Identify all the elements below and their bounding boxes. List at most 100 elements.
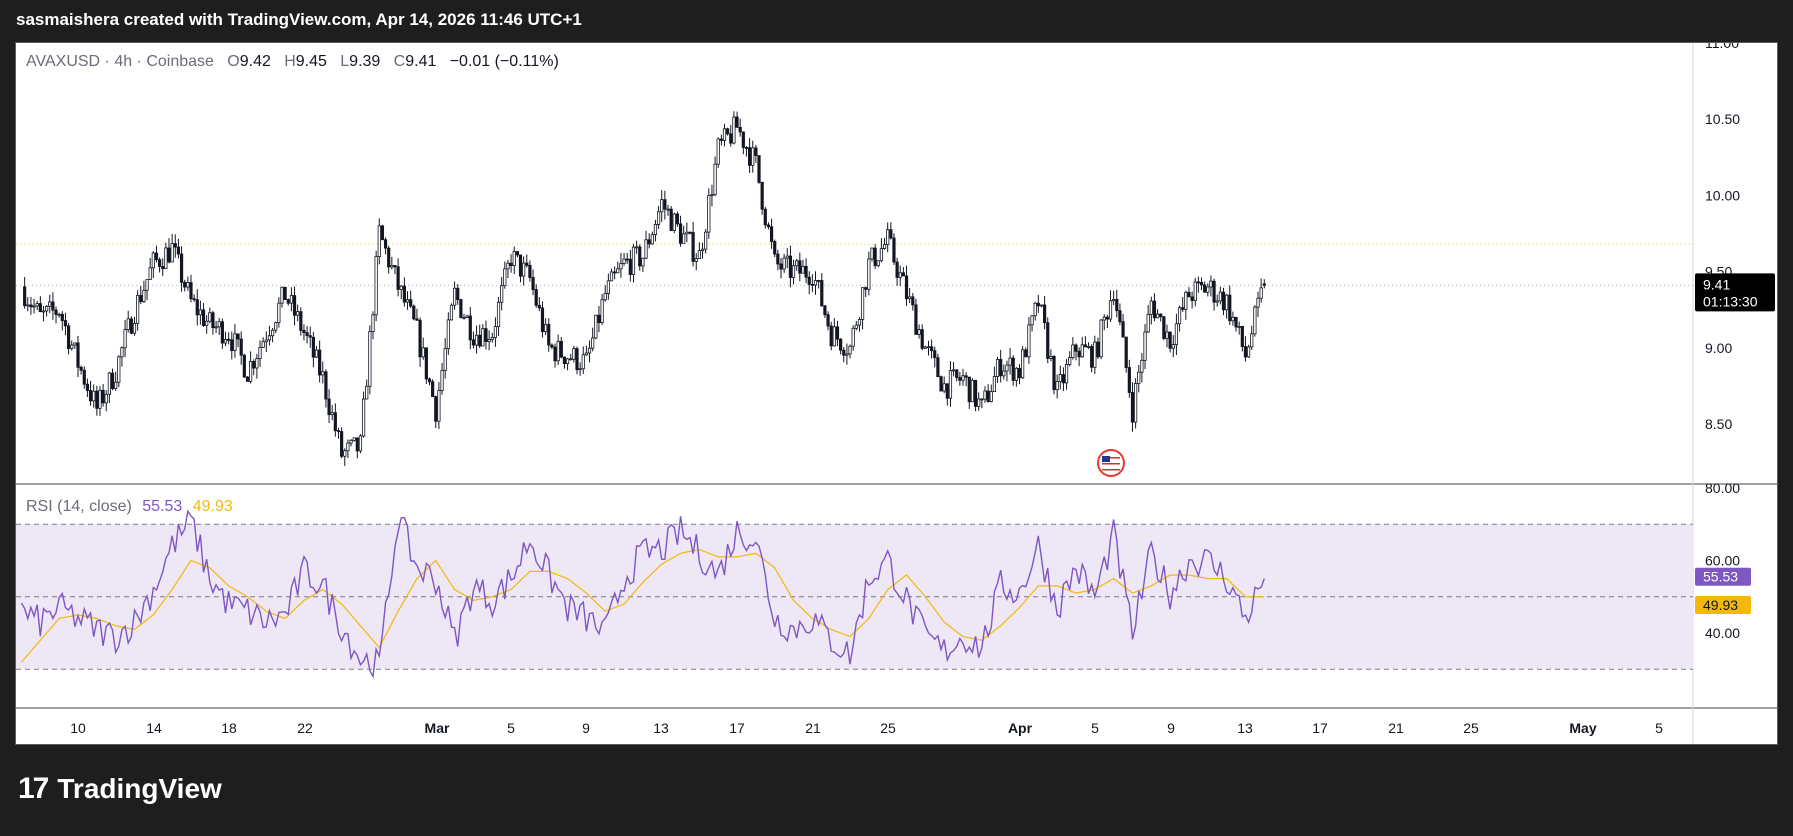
candle-body: [330, 412, 334, 415]
candle-body: [236, 333, 240, 340]
candle-body: [503, 268, 507, 287]
candle-body: [540, 307, 545, 333]
candle-body: [1124, 336, 1128, 368]
low-value: 9.39: [349, 53, 381, 70]
symbol-label[interactable]: AVAXUSD · 4h · Coinbase: [26, 53, 214, 70]
candle-body: [512, 251, 516, 267]
chart-frame[interactable]: 11.00 10.50 10.00 9.50 9.00 8.50 80.00 60.00 40.…: [15, 42, 1778, 745]
candle-body: [864, 287, 868, 290]
candle-body: [129, 318, 133, 334]
candle-body: [823, 305, 827, 316]
candle-body: [32, 305, 36, 308]
candle-body: [999, 359, 1003, 377]
candle-body: [682, 233, 686, 244]
candle-body: [41, 310, 46, 313]
candle-body: [145, 279, 149, 291]
candle-body: [569, 358, 573, 361]
candle-body: [581, 354, 585, 370]
last-price-tag-value: 9.41: [1703, 276, 1730, 292]
candle-body: [889, 229, 893, 239]
candle-body: [522, 262, 526, 277]
candle-body: [989, 391, 993, 402]
time-axis-day-label: 9: [1167, 720, 1175, 736]
candle-body: [60, 313, 64, 321]
candle-body: [908, 296, 912, 300]
candle-body: [1168, 331, 1172, 349]
time-axis-day-label: 9: [582, 720, 590, 736]
candle-body: [38, 303, 42, 313]
rsi-ma-legend-value: 49.93: [192, 498, 233, 515]
candle-body: [1102, 316, 1106, 321]
candle-body: [970, 379, 975, 403]
candle-body: [104, 393, 108, 404]
candle-body: [1127, 367, 1131, 393]
candle-body: [471, 339, 476, 346]
candle-body: [741, 131, 745, 148]
candle-body: [296, 311, 300, 316]
candle-body: [189, 282, 193, 300]
candle-body: [995, 359, 1000, 377]
candle-body: [355, 437, 359, 452]
candle-body: [412, 305, 416, 320]
candle-body: [562, 356, 567, 365]
candle-body: [980, 398, 984, 401]
time-axis-day-label: 10: [70, 720, 86, 736]
candle-body: [1049, 355, 1053, 359]
rsi-line: [20, 509, 1265, 679]
candle-body: [333, 412, 337, 432]
candle-body: [164, 247, 168, 270]
candle-body: [726, 128, 730, 135]
candle-body: [1199, 281, 1204, 286]
candle-body: [939, 376, 943, 392]
candle-body: [622, 258, 626, 264]
candle-body: [917, 329, 921, 335]
candle-body: [132, 322, 137, 334]
candle-body: [898, 272, 902, 278]
candle-body: [666, 208, 670, 211]
candle-body: [1046, 322, 1050, 359]
candle-body: [656, 211, 661, 225]
candle-body: [1061, 374, 1066, 384]
candle-body: [1184, 291, 1188, 310]
candle-body: [933, 350, 937, 359]
candle-body: [255, 358, 259, 369]
candle-body: [167, 247, 171, 263]
candle-body: [713, 163, 717, 196]
candle-body: [302, 329, 306, 334]
candle-body: [813, 280, 818, 286]
candle-body: [1021, 349, 1025, 379]
candle-body: [600, 299, 604, 323]
candle-body: [525, 262, 529, 266]
candle-body: [1165, 331, 1169, 339]
candle-body: [1024, 349, 1028, 358]
candle-body: [405, 299, 410, 303]
candle-body: [1174, 323, 1179, 346]
candle-body: [1077, 350, 1081, 358]
candle-body: [500, 285, 504, 303]
candle-body: [904, 275, 909, 300]
chart-canvas[interactable]: 11.0010.5010.009.509.008.5080.0060.0040.…: [16, 43, 1777, 744]
candle-body: [509, 262, 513, 267]
candle-body: [1134, 383, 1138, 423]
rsi-title[interactable]: RSI (14, close): [26, 498, 132, 515]
price-tick-label: 9.00: [1705, 340, 1732, 356]
candle-body: [101, 389, 105, 404]
candle-body: [663, 199, 667, 210]
candle-body: [518, 254, 523, 277]
bar-countdown-value: 01:13:30: [1703, 293, 1758, 309]
candle-body: [258, 346, 262, 360]
candle-body: [418, 319, 422, 358]
candle-body: [867, 258, 871, 290]
candle-body: [606, 280, 610, 294]
candle-body: [948, 370, 953, 399]
price-tick-label: 11.00: [1705, 43, 1739, 51]
candle-body: [173, 243, 177, 248]
candle-body: [239, 338, 243, 356]
time-axis-day-label: 18: [221, 720, 237, 736]
open-value: 9.42: [239, 53, 271, 70]
candle-body: [1099, 319, 1103, 358]
candle-body: [136, 295, 140, 324]
tradingview-brand[interactable]: 17 TradingView: [18, 772, 222, 806]
candle-body: [415, 318, 419, 321]
candle-body: [1256, 297, 1260, 308]
